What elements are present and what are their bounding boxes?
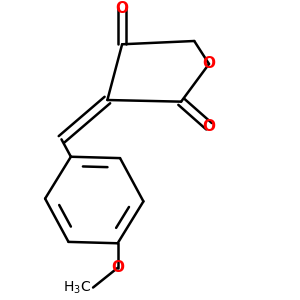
Text: H$_3$C: H$_3$C <box>63 279 92 296</box>
Text: O: O <box>202 119 215 134</box>
Text: O: O <box>111 260 124 275</box>
Text: O: O <box>116 1 129 16</box>
Text: O: O <box>202 56 215 71</box>
